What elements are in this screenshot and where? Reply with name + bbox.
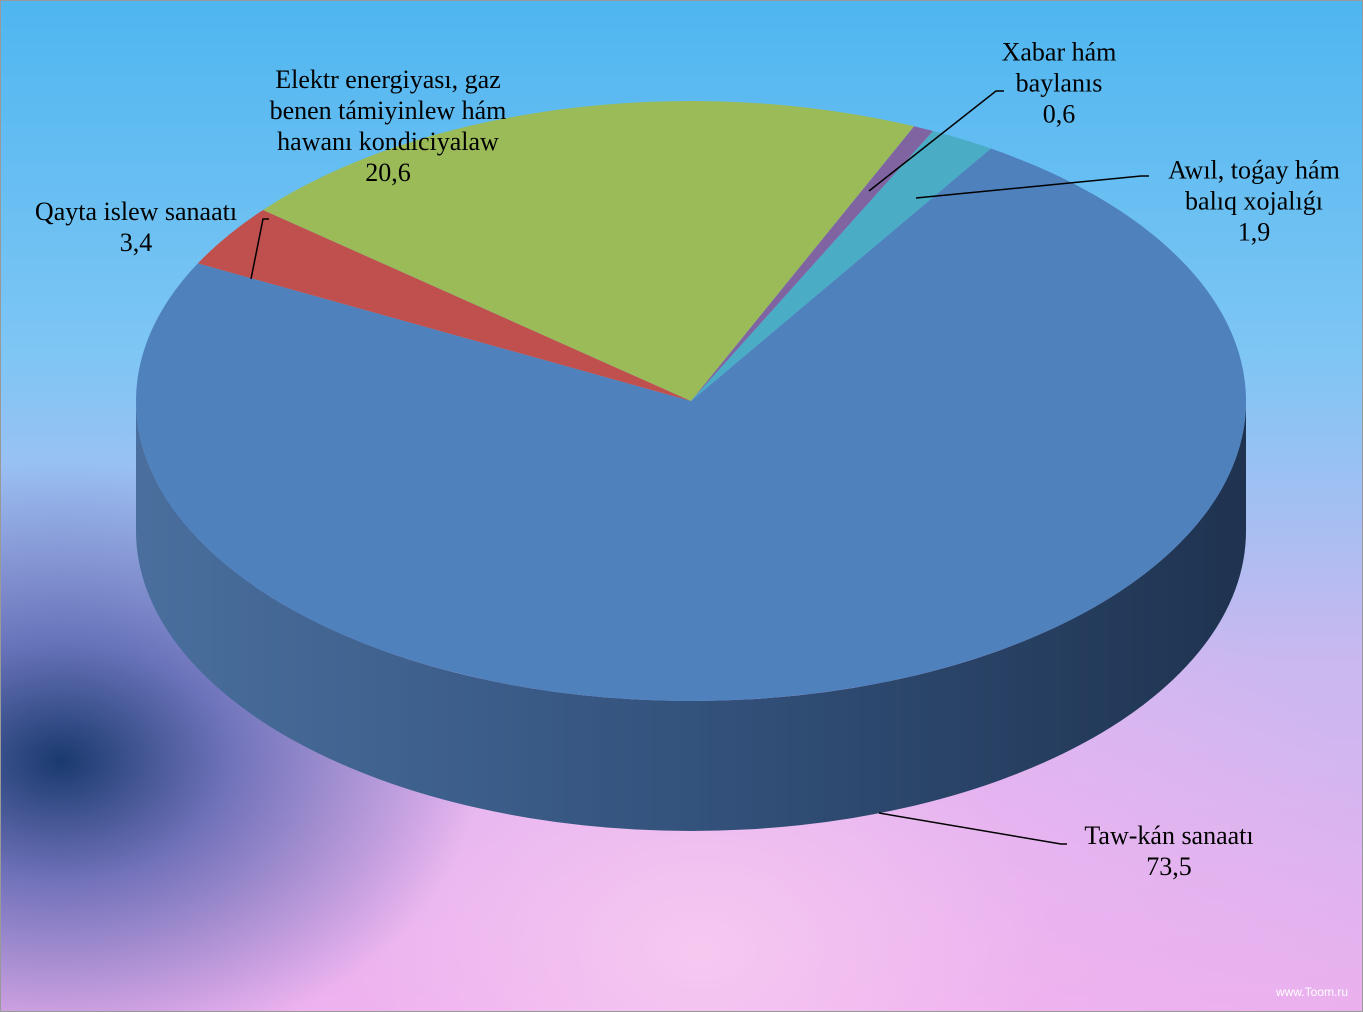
leader-line (250, 218, 269, 280)
slice (135, 148, 1246, 701)
category-label: Qayta islew sanaatı (34, 197, 238, 226)
data-label: Qayta islew sanaatı 3,4 (1, 196, 271, 258)
value-label: 73,5 (1146, 852, 1192, 881)
leader-line (915, 175, 1149, 199)
data-label: Xabar hám baylanıs 0,6 (974, 37, 1144, 130)
value-label: 1,9 (1237, 217, 1271, 247)
data-label: Taw-kán sanaatı 73,5 (1039, 820, 1299, 882)
value-label: 20,6 (365, 158, 411, 187)
category-label: Taw-kán sanaatı (1084, 821, 1254, 850)
category-label: Xabar hám baylanıs (1001, 37, 1117, 98)
category-label: Awıl, toǵay hám balıq xojalıǵı (1168, 155, 1340, 216)
data-label: Awıl, toǵay hám balıq xojalıǵı 1,9 (1144, 155, 1362, 248)
slice (691, 131, 991, 401)
slice (263, 101, 915, 401)
leader-line (868, 90, 1004, 192)
leader-line (878, 812, 1067, 845)
slice (197, 209, 691, 401)
data-label: Elektr energiyası, gaz benen támiyinlew … (263, 64, 513, 188)
category-label: Elektr energiyası, gaz benen támiyinlew … (269, 65, 507, 156)
value-label: 0,6 (1042, 99, 1076, 129)
watermark: www.Toom.ru (1275, 985, 1348, 999)
slice-side (136, 401, 1246, 831)
value-label: 3,4 (119, 228, 153, 257)
slice (691, 126, 934, 401)
